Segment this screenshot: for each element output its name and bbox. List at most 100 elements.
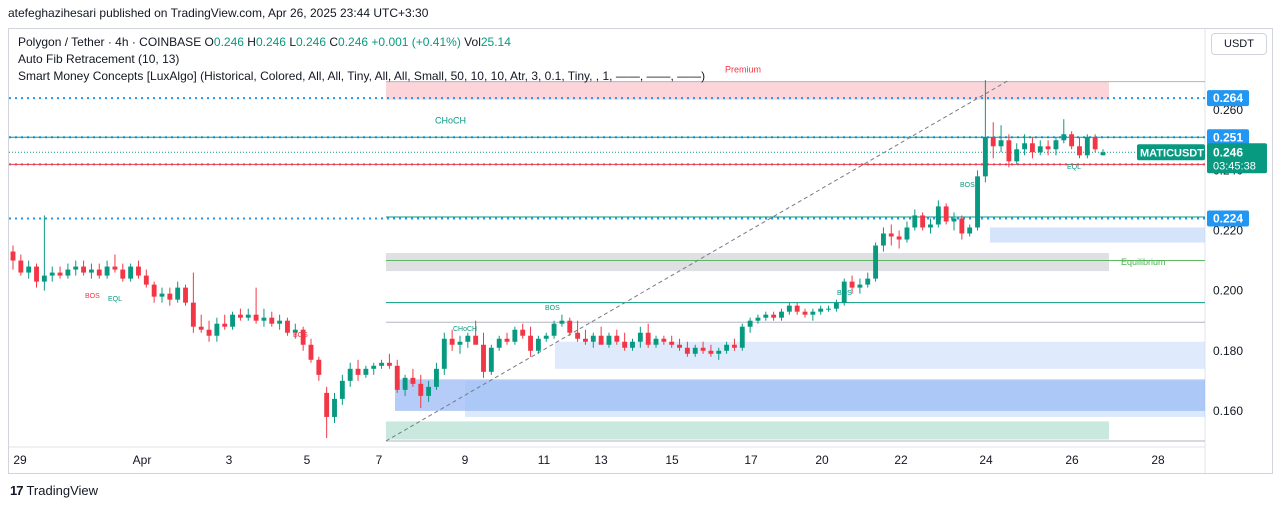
- candle-body: [606, 335, 612, 345]
- candle-body: [10, 251, 16, 261]
- candle-body: [598, 335, 604, 345]
- candle: [669, 335, 675, 348]
- candle-body: [18, 260, 24, 273]
- candle: [661, 335, 667, 345]
- candle-body: [873, 245, 879, 279]
- candle: [724, 341, 730, 354]
- candle: [96, 263, 102, 279]
- candle-body: [1069, 134, 1075, 147]
- candle-body: [496, 338, 502, 348]
- candle-body: [112, 266, 118, 270]
- candle: [802, 308, 808, 318]
- candle: [73, 260, 79, 276]
- candle: [535, 335, 541, 354]
- candle-body: [888, 233, 894, 237]
- candle-body: [928, 224, 933, 228]
- candle-body: [857, 284, 863, 288]
- candle-body: [967, 227, 973, 234]
- candle-body: [253, 314, 259, 321]
- candle-body: [614, 335, 620, 342]
- candle: [959, 215, 965, 240]
- candle-body: [457, 341, 463, 345]
- candle: [708, 344, 714, 357]
- candle: [465, 332, 471, 348]
- candle-body: [512, 329, 518, 342]
- price-marker-label: 0.251: [1213, 130, 1243, 144]
- candle-body: [975, 176, 980, 228]
- candle: [285, 317, 290, 336]
- symbol-line[interactable]: Polygon / Tether · 4h · COINBASE: [18, 35, 202, 49]
- candle-body: [143, 275, 149, 285]
- candle: [810, 308, 816, 321]
- price-tick-label: 0.160: [1213, 404, 1243, 418]
- indicator-fib[interactable]: Auto Fib Retracement (10, 13): [18, 52, 180, 66]
- candle: [1045, 140, 1051, 156]
- candle-body: [881, 233, 886, 246]
- premium-label: Premium: [725, 65, 761, 75]
- candle-body: [998, 140, 1004, 147]
- price-marker-box: [1207, 90, 1249, 107]
- tradingview-logo-icon[interactable]: 17: [10, 483, 24, 498]
- currency-button[interactable]: USDT: [1211, 33, 1267, 55]
- candle-body: [716, 350, 722, 354]
- candle-body: [559, 320, 565, 324]
- candle-body: [488, 347, 494, 372]
- equilibrium-label: Equilibrium: [1121, 257, 1166, 267]
- candle: [700, 341, 706, 354]
- candle: [559, 314, 565, 327]
- candle: [363, 365, 369, 378]
- open-value: 0.246: [213, 35, 244, 49]
- candle-body: [684, 347, 690, 354]
- candle-body: [198, 326, 204, 330]
- candle: [112, 254, 118, 273]
- candle-body: [49, 272, 55, 276]
- bos-label: BOS: [85, 293, 100, 300]
- bos-label: BOS: [960, 182, 975, 189]
- candle-body: [1092, 137, 1098, 150]
- candle-body: [449, 338, 455, 345]
- candle: [912, 209, 918, 231]
- candle: [833, 299, 839, 312]
- candle-body: [339, 380, 345, 399]
- candle-body: [841, 281, 847, 303]
- choch-top-label: CHoCH: [435, 116, 466, 126]
- fib-trend-line: [385, 79, 1010, 442]
- candle-body: [535, 338, 541, 351]
- candle-body: [269, 317, 275, 324]
- candle: [990, 122, 996, 159]
- bos-label: BOS: [545, 305, 560, 312]
- volume-value: 25.14: [480, 35, 511, 49]
- time-tick-label: 5: [304, 453, 311, 467]
- candle-body: [1045, 146, 1051, 150]
- candle: [841, 278, 847, 306]
- candle-body: [575, 332, 581, 339]
- candle: [771, 311, 777, 321]
- brand-name[interactable]: TradingView: [26, 483, 99, 498]
- symbol-ohlc-row: Polygon / Tether · 4h · COINBASE O0.246 …: [18, 34, 705, 51]
- candle: [18, 254, 24, 276]
- chart-frame[interactable]: [8, 28, 1273, 474]
- candle: [1092, 134, 1098, 153]
- candle: [253, 287, 259, 324]
- candle: [857, 278, 863, 294]
- candle: [88, 263, 94, 279]
- candle-body: [371, 365, 377, 369]
- time-tick-label: 3: [226, 453, 233, 467]
- smc-zones: [386, 81, 1205, 442]
- symbol-tag-box: [1137, 144, 1205, 161]
- candle: [190, 272, 196, 333]
- candle-body: [1053, 140, 1059, 150]
- candle: [826, 305, 831, 312]
- candle: [645, 323, 651, 348]
- candle: [943, 203, 949, 225]
- candle-body: [755, 317, 761, 321]
- candle-body: [261, 317, 267, 321]
- candle-body: [645, 332, 651, 345]
- candle-body: [935, 206, 941, 225]
- indicator-smc[interactable]: Smart Money Concepts [LuxAlgo] (Historic…: [18, 69, 706, 83]
- candle-body: [473, 335, 479, 345]
- candle: [206, 320, 212, 342]
- candle: [794, 302, 800, 315]
- candle-body: [700, 347, 706, 351]
